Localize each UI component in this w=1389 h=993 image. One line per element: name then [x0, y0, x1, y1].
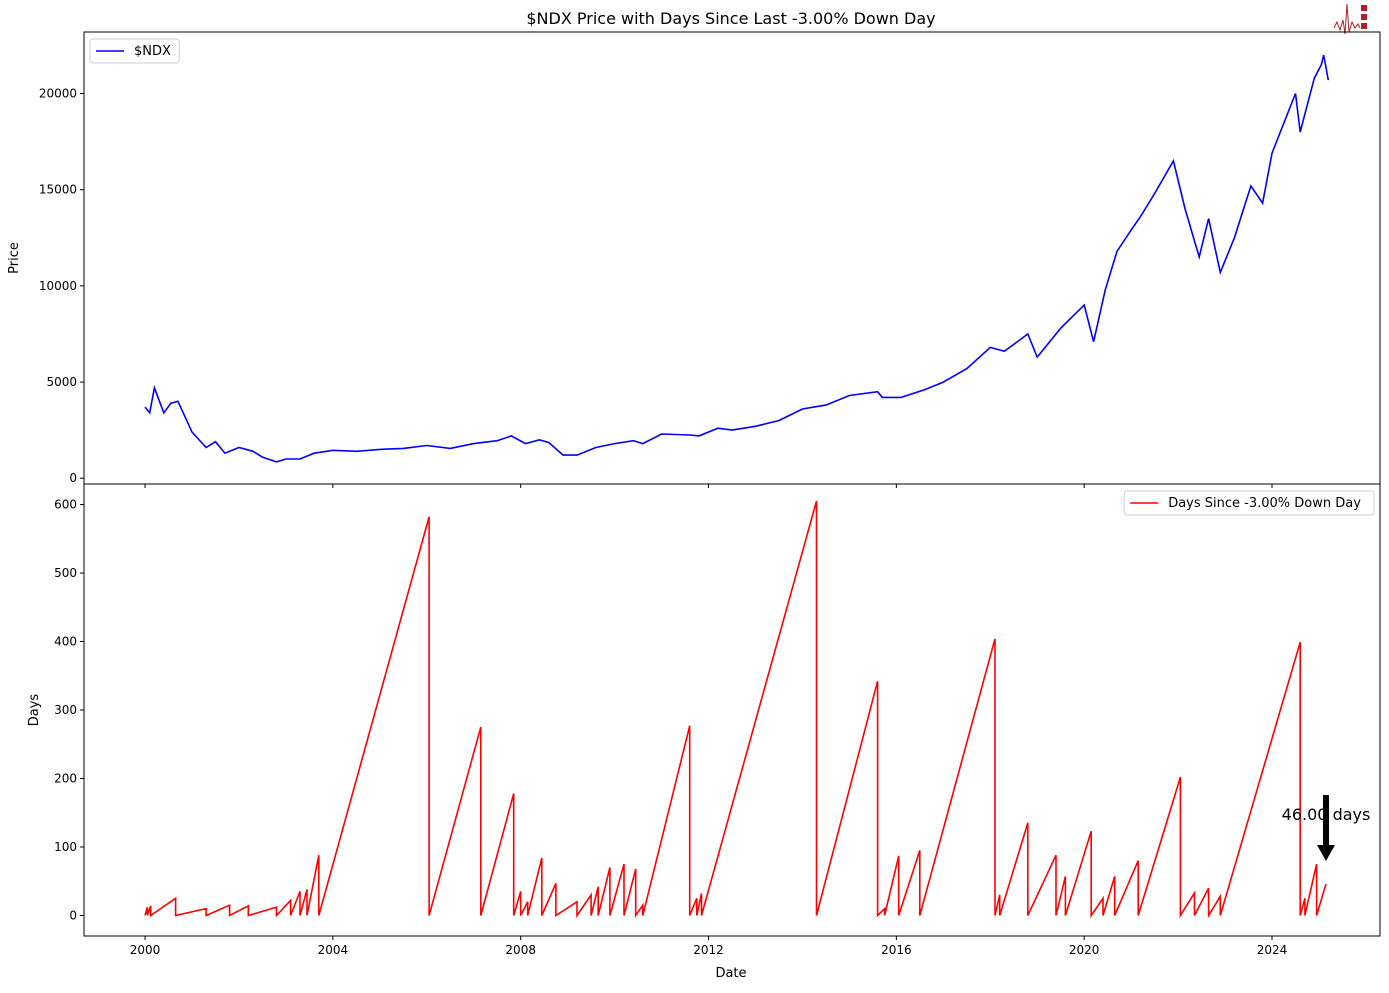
- top-ylabel: Price: [7, 242, 22, 274]
- annotation-arrow: [1317, 794, 1335, 861]
- x-tick-label: 2016: [881, 943, 912, 957]
- xlabel: Date: [715, 966, 746, 981]
- x-tick-label: 2024: [1257, 943, 1288, 957]
- x-tick-label: 2012: [693, 943, 724, 957]
- logo: [1333, 3, 1367, 35]
- y-tick-label: 10000: [39, 279, 77, 293]
- y-tick-label: 20000: [39, 87, 77, 101]
- y-tick-label: 15000: [39, 183, 77, 197]
- y-tick-label: 5000: [46, 375, 77, 389]
- y-tick-label: 0: [69, 471, 77, 485]
- legend-label: Days Since -3.00% Down Day: [1168, 496, 1361, 511]
- y-tick-label: 600: [54, 498, 77, 512]
- series-line: [144, 54, 1330, 463]
- legend-label: $NDX: [134, 44, 171, 59]
- y-tick-label: 400: [54, 635, 77, 649]
- y-tick-label: 100: [54, 840, 77, 854]
- x-tick-label: 2020: [1069, 943, 1100, 957]
- legend-box: [1123, 490, 1375, 516]
- y-tick-label: 200: [54, 771, 77, 785]
- axes-frame: [83, 31, 1381, 485]
- x-tick-label: 2004: [318, 943, 349, 957]
- bottom-ylabel: Days: [27, 694, 42, 727]
- y-tick-label: 500: [54, 566, 77, 580]
- annotation-label: 46.00 days: [1282, 805, 1371, 824]
- x-tick-label: 2008: [505, 943, 536, 957]
- axes-frame: [83, 483, 1381, 937]
- legend-box: [89, 38, 180, 64]
- y-tick-label: 0: [69, 908, 77, 922]
- chart-title: $NDX Price with Days Since Last -3.00% D…: [526, 9, 935, 28]
- x-tick-label: 2000: [130, 943, 161, 957]
- y-tick-label: 300: [54, 703, 77, 717]
- series-line: [144, 500, 1327, 919]
